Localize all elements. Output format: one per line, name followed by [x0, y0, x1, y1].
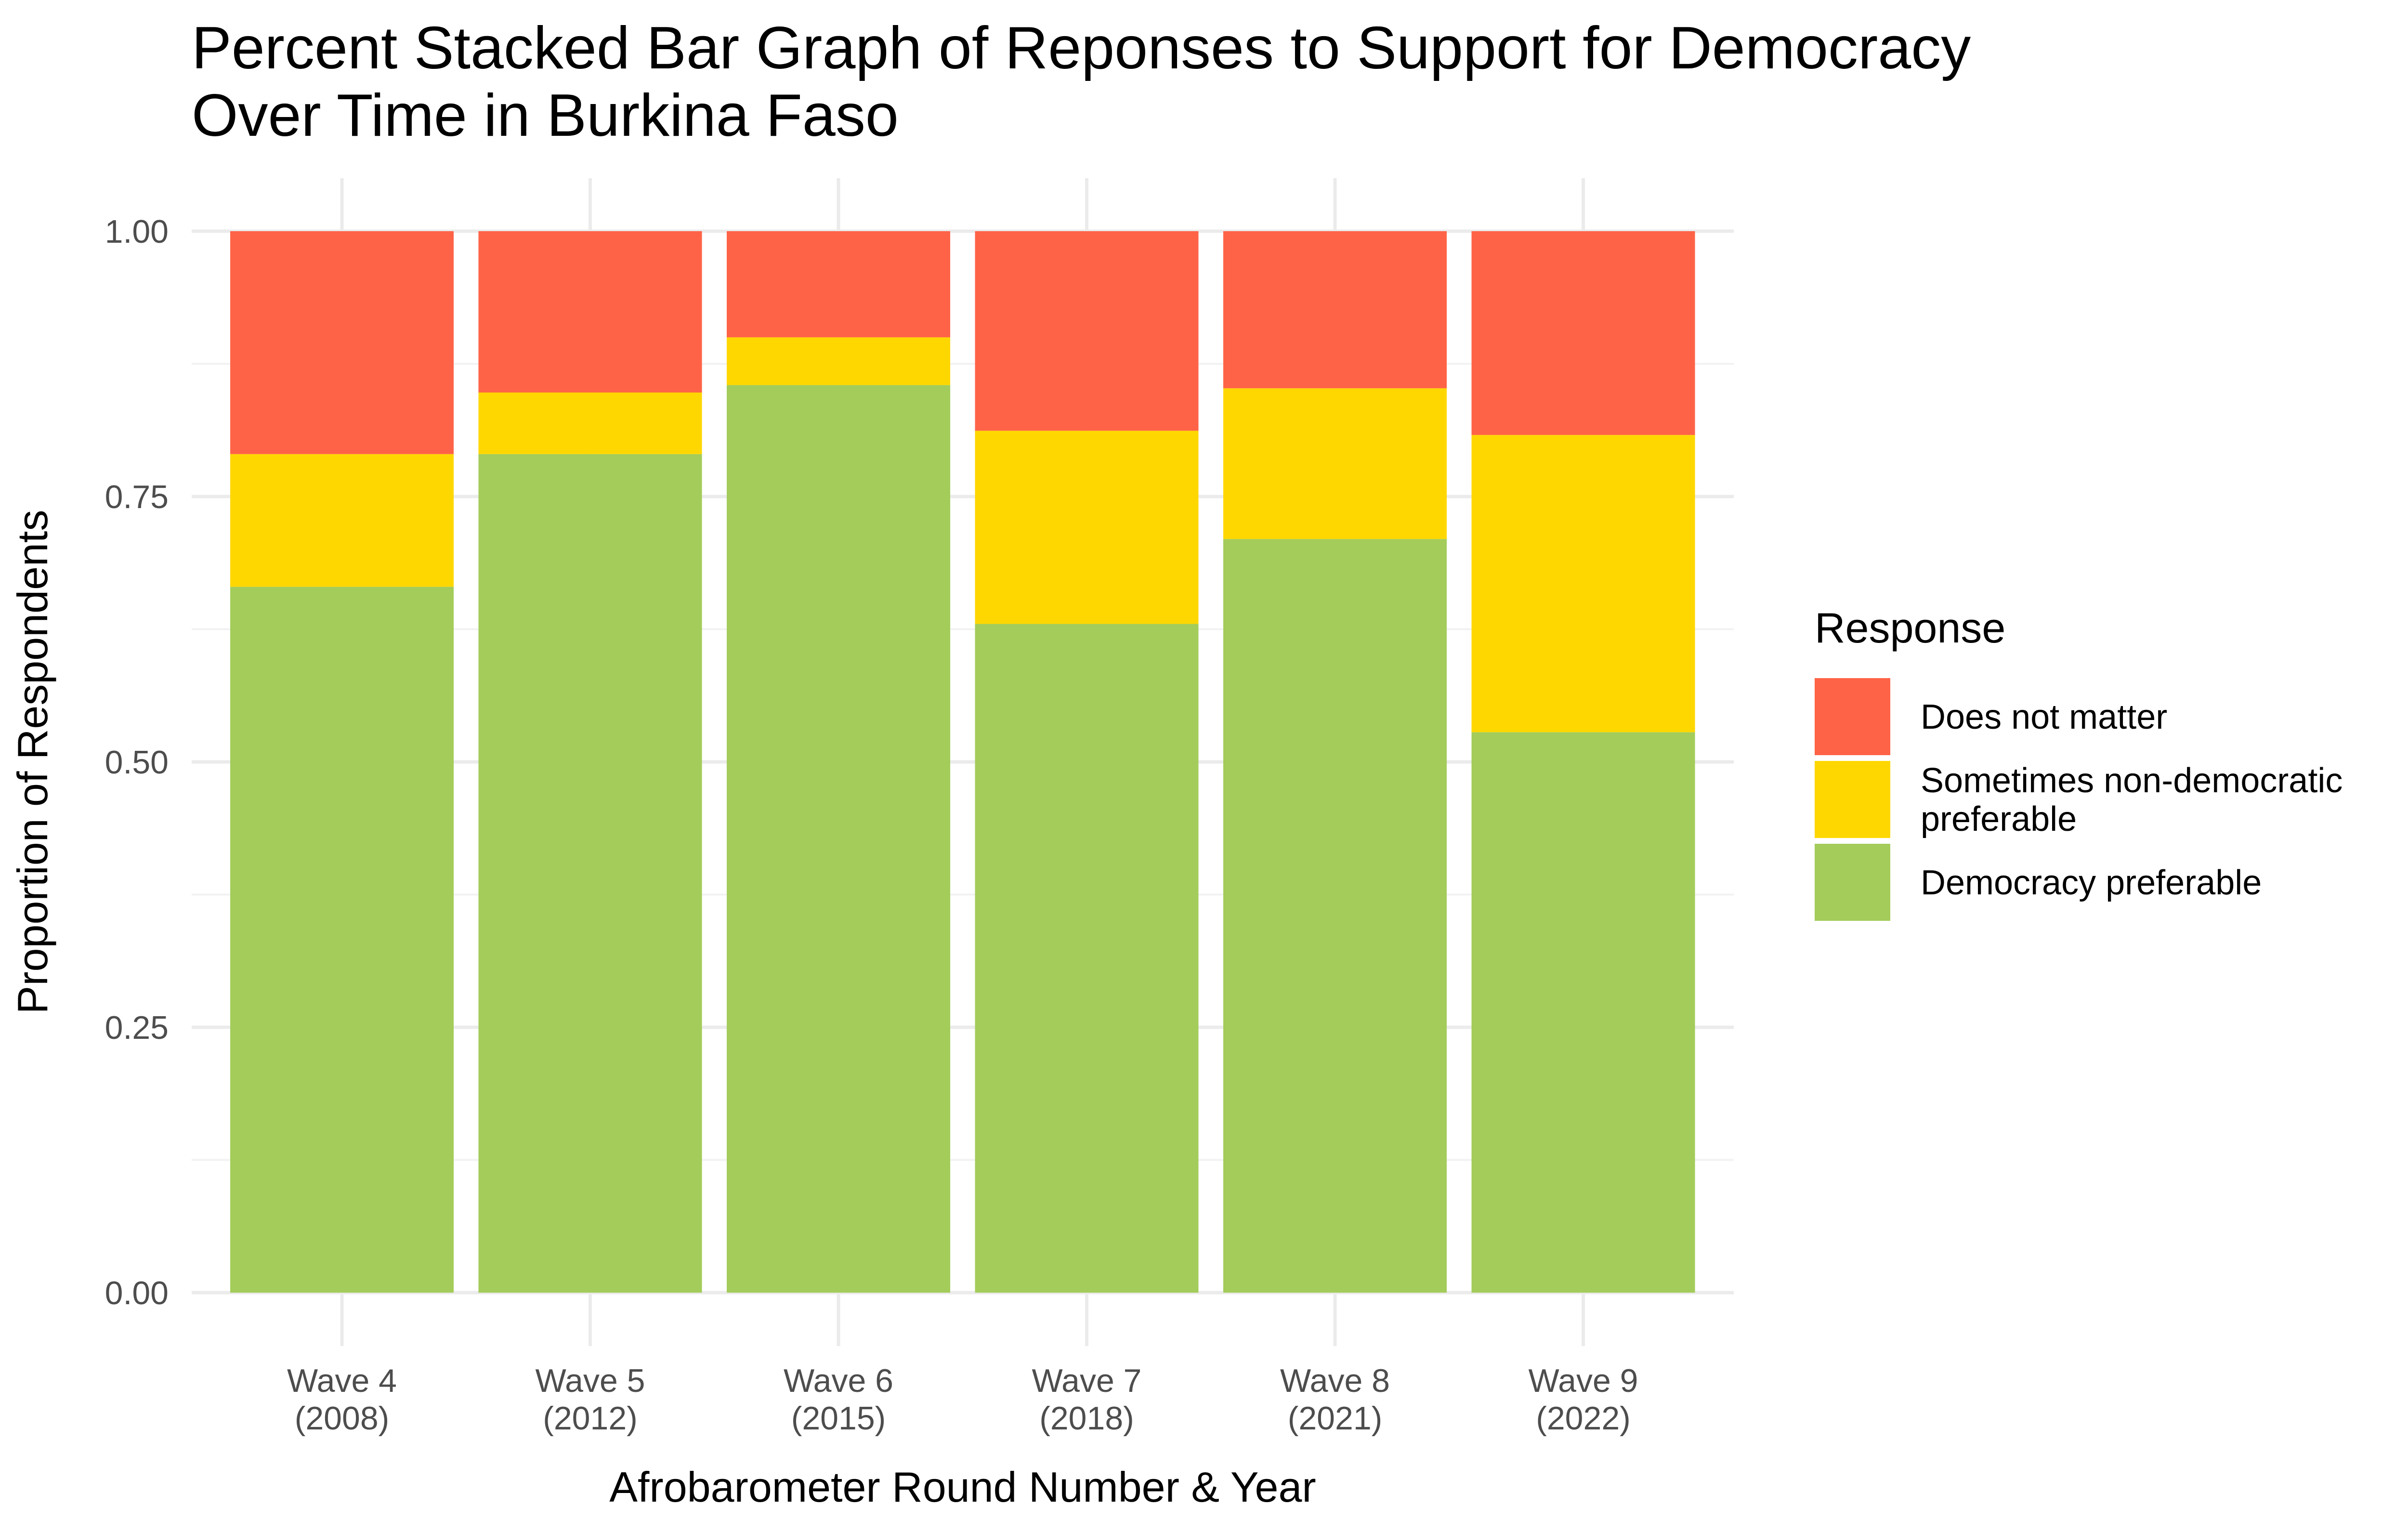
bar-segment-does-not-matter [1471, 231, 1695, 435]
x-tick-label: Wave 4 [287, 1362, 397, 1399]
legend-label: Democracy preferable [1921, 864, 2262, 902]
bars [230, 231, 1695, 1293]
bar-segment-sometimes-non-democratic-preferable [478, 393, 702, 454]
legend-label: preferable [1921, 800, 2077, 838]
y-tick-label: 0.50 [105, 744, 169, 781]
bar-segment-democracy-preferable [727, 385, 950, 1293]
y-tick-label: 0.75 [105, 479, 169, 515]
legend-title: Response [1815, 604, 2005, 652]
bar-segment-sometimes-non-democratic-preferable [1223, 388, 1447, 539]
bar-segment-democracy-preferable [1471, 732, 1695, 1293]
x-tick-label: Wave 7 [1032, 1362, 1141, 1399]
y-tick-labels: 0.00 0.25 0.50 0.75 1.00 [105, 213, 169, 1311]
chart-title: Percent Stacked Bar Graph of Reponses to… [192, 15, 1971, 149]
x-tick-label: (2021) [1288, 1400, 1383, 1437]
legend-key [1815, 761, 1890, 838]
legend: Response Does not matter Sometimes non-de… [1815, 604, 2343, 921]
y-tick-label: 0.00 [105, 1275, 169, 1311]
bar-segment-does-not-matter [478, 231, 702, 393]
chart-title-line: Percent Stacked Bar Graph of Reponses to… [192, 15, 1971, 81]
bar-segment-democracy-preferable [478, 454, 702, 1293]
bar-segment-does-not-matter [975, 231, 1199, 431]
x-tick-label: (2022) [1536, 1400, 1631, 1437]
bar-segment-democracy-preferable [230, 587, 454, 1293]
bar-segment-sometimes-non-democratic-preferable [230, 454, 454, 587]
bar-segment-does-not-matter [727, 231, 950, 338]
bar-segment-sometimes-non-democratic-preferable [975, 431, 1199, 624]
x-tick-label: Wave 8 [1280, 1362, 1390, 1399]
y-tick-label: 0.25 [105, 1009, 169, 1046]
bar-segment-does-not-matter [230, 231, 454, 454]
bar-segment-sometimes-non-democratic-preferable [727, 337, 950, 385]
legend-label: Does not matter [1921, 698, 2167, 736]
legend-label: Sometimes non-democratic [1921, 761, 2343, 800]
x-tick-labels: Wave 4(2008) Wave 5(2012) Wave 6(2015) Wave… [287, 1362, 1638, 1437]
y-tick-label: 1.00 [105, 213, 169, 250]
x-tick-label: Wave 5 [535, 1362, 645, 1399]
y-axis-title: Proportion of Respondents [9, 510, 56, 1014]
x-tick-label: (2015) [791, 1400, 886, 1437]
legend-key [1815, 844, 1890, 921]
chart-title-line: Over Time in Burkina Faso [192, 82, 899, 149]
bar-segment-does-not-matter [1223, 231, 1447, 389]
x-tick-label: (2008) [295, 1400, 390, 1437]
bar-segment-democracy-preferable [1223, 539, 1447, 1293]
x-tick-label: (2018) [1039, 1400, 1134, 1437]
x-axis-title: Afrobarometer Round Number & Year [609, 1463, 1316, 1511]
bar-segment-democracy-preferable [975, 624, 1199, 1293]
x-tick-label: Wave 9 [1528, 1362, 1638, 1399]
bar-segment-sometimes-non-democratic-preferable [1471, 435, 1695, 733]
x-tick-label: (2012) [543, 1400, 638, 1437]
x-tick-label: Wave 6 [784, 1362, 893, 1399]
legend-key [1815, 678, 1890, 755]
